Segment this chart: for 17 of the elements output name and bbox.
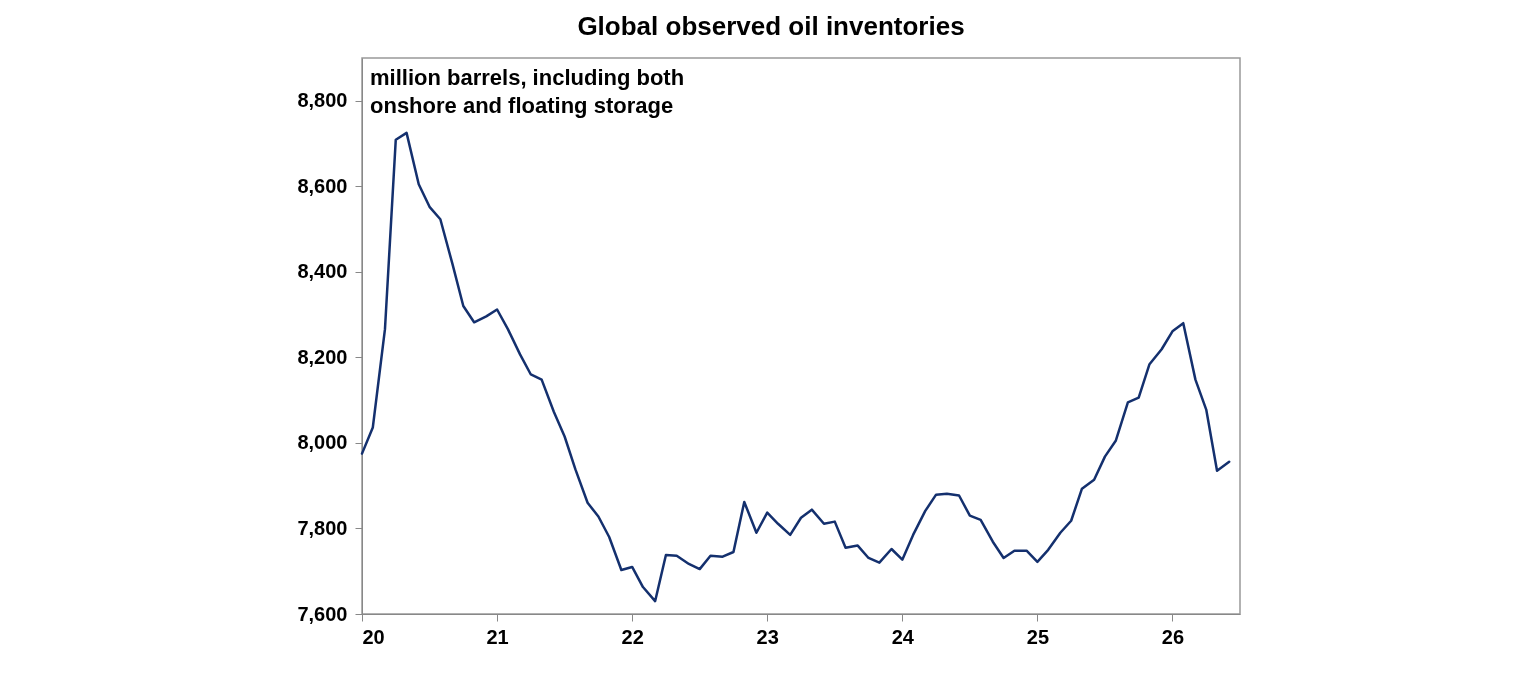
- y-tick-label: 8,400: [297, 260, 348, 283]
- x-tick-label: 21: [486, 625, 509, 648]
- x-tick-label: 25: [1026, 625, 1050, 648]
- chart-title: Global observed oil inventories: [577, 11, 965, 41]
- y-tick-label: 8,600: [297, 174, 348, 197]
- y-tick-label: 7,600: [297, 602, 348, 625]
- y-tick-label: 8,800: [297, 89, 348, 112]
- x-tick-label: 22: [621, 625, 644, 648]
- annotation: million barrels, including both onshore and floating storage: [370, 65, 685, 118]
- y-tick-label: 7,800: [297, 516, 348, 539]
- x-tick-label: 26: [1161, 625, 1185, 648]
- x-tick-label: 23: [756, 625, 779, 648]
- x-tick-label: 20: [362, 625, 385, 648]
- x-tick-label: 24: [891, 625, 915, 648]
- y-tick-label: 8,200: [297, 345, 348, 368]
- y-tick-label: 8,000: [297, 431, 348, 454]
- line-series: [360, 131, 1231, 603]
